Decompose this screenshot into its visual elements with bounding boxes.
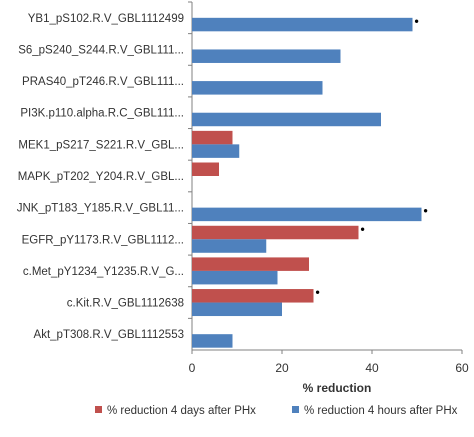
x-tick-label: 40 xyxy=(365,361,379,375)
category-label: PRAS40_pT246.R.V_GBL111... xyxy=(22,76,184,88)
bar-hours xyxy=(192,207,422,222)
bar-hours xyxy=(192,270,278,285)
category-label: EGFR_pY1173.R.V_GBL1112... xyxy=(22,234,184,246)
category-label: YB1_pS102.R.V_GBL1112499 xyxy=(28,13,184,25)
bar-days xyxy=(192,162,219,176)
category-label: MAPK_pT202_Y204.R.V_GBL... xyxy=(18,171,184,183)
category-label: S6_pS240_S244.R.V_GBL111... xyxy=(18,44,184,56)
category-label: Akt_pT308.R.V_GBL1112553 xyxy=(34,329,184,341)
bar-hours xyxy=(192,302,282,317)
significance-marker: • xyxy=(415,14,419,28)
bar-hours xyxy=(192,239,267,253)
significance-marker: • xyxy=(361,222,365,236)
bar-hours xyxy=(192,334,233,348)
significance-marker: • xyxy=(424,204,428,218)
legend-label: % reduction 4 days after PHx xyxy=(107,405,256,417)
bar-days xyxy=(192,289,314,303)
x-axis-title: % reduction xyxy=(303,381,372,395)
x-tick-label: 20 xyxy=(275,361,289,375)
bar-hours xyxy=(192,49,341,63)
category-label: JNK_pT183_Y185.R.V_GBL11... xyxy=(17,203,184,215)
bar-days xyxy=(192,130,233,145)
x-tick-label: 0 xyxy=(189,361,196,375)
significance-marker: • xyxy=(316,285,320,299)
bar-days xyxy=(192,257,309,271)
legend-swatch xyxy=(292,406,299,413)
legend-label: % reduction 4 hours after PHx xyxy=(304,405,458,417)
category-label: PI3K.p110.alpha.R.C_GBL111... xyxy=(20,108,184,120)
bar-hours xyxy=(192,81,323,95)
bar-days xyxy=(192,225,359,240)
x-tick-label: 60 xyxy=(455,361,469,375)
bar-hours xyxy=(192,112,381,127)
legend-swatch xyxy=(95,406,102,413)
category-label: c.Met_pY1234_Y1235.R.V_G... xyxy=(23,266,184,278)
bar-hours xyxy=(192,17,413,32)
bar-hours xyxy=(192,144,240,158)
category-label: MEK1_pS217_S221.R.V_GBL... xyxy=(18,139,184,151)
category-label: c.Kit.R.V_GBL1112638 xyxy=(67,298,184,310)
